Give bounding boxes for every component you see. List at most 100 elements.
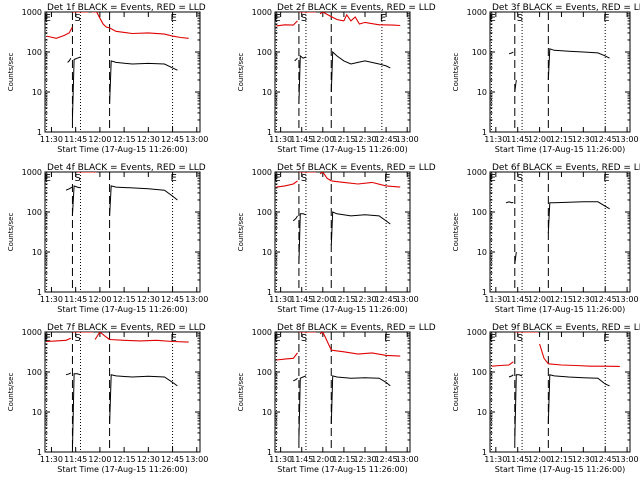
y-tick-label: 1 — [482, 448, 487, 457]
red-lld-series — [109, 27, 189, 39]
black-events-series — [298, 375, 307, 441]
y-tick-label: 100 — [27, 208, 42, 217]
x-tick-label: 12:15 — [332, 455, 355, 464]
y-tick-label: 1 — [37, 288, 42, 297]
x-tick-label: 12:15 — [113, 135, 136, 144]
panel-title: Det 5f BLACK = Events, RED = LLD — [277, 163, 436, 173]
black-events-series — [330, 211, 391, 246]
x-tick-label: 12:30 — [353, 295, 376, 304]
red-lld-series — [276, 20, 298, 27]
x-tick-label: 12:30 — [572, 455, 595, 464]
x-tick-label: 12:30 — [137, 135, 160, 144]
marker-label-e: E — [274, 173, 280, 184]
x-tick-label: 12:15 — [550, 455, 573, 464]
marker-label-e: E — [384, 333, 390, 344]
black-events-series — [514, 79, 517, 93]
panel-title: Det 7f BLACK = Events, RED = LLD — [47, 323, 206, 333]
plot-frame — [44, 171, 201, 293]
x-axis-label: Start Time (17-Aug-15 11:26:00) — [57, 145, 188, 154]
x-tick-label: 12:15 — [550, 295, 573, 304]
plot-frame — [489, 331, 631, 453]
y-tick-label: 1 — [267, 128, 272, 137]
black-events-series — [71, 56, 81, 121]
y-tick-label: 10 — [32, 408, 42, 417]
marker-label-s: S — [74, 173, 80, 184]
plot-frame — [274, 11, 411, 133]
marker-label-e: E — [380, 13, 386, 24]
x-tick-label: 12:45 — [375, 135, 398, 144]
marker-label-e: E — [171, 13, 177, 24]
marker-label-e: E — [171, 333, 177, 344]
y-tick-label: 1000 — [22, 168, 42, 177]
x-tick-label: 11:30 — [269, 455, 292, 464]
x-tick-label: 12:00 — [88, 135, 111, 144]
y-tick-label: 10 — [32, 88, 42, 97]
x-axis-label: Start Time (17-Aug-15 11:26:00) — [57, 465, 188, 474]
panel-title: Det 9f BLACK = Events, RED = LLD — [492, 323, 640, 333]
marker-label-e: E — [45, 333, 51, 344]
x-tick-label: 11:30 — [40, 135, 63, 144]
x-tick-label: 12:45 — [594, 455, 617, 464]
y-tick-label: 1000 — [252, 8, 272, 17]
y-axis-label: Counts/sec — [237, 373, 245, 412]
y-tick-label: 100 — [472, 368, 487, 377]
x-tick-label: 11:45 — [506, 295, 529, 304]
panel-title: Det 8f BLACK = Events, RED = LLD — [277, 323, 436, 333]
x-tick-label: 13:00 — [185, 135, 208, 144]
x-tick-label: 13:00 — [616, 455, 639, 464]
y-tick-label: 10 — [477, 408, 487, 417]
x-tick-label: 13:00 — [185, 295, 208, 304]
marker-label-e: E — [45, 13, 51, 24]
x-axis-label: Start Time (17-Aug-15 11:26:00) — [277, 305, 408, 314]
red-lld-series — [46, 26, 73, 39]
y-axis-label: Counts/sec — [237, 53, 245, 92]
black-events-series — [547, 48, 610, 81]
y-tick-label: 10 — [262, 88, 272, 97]
x-tick-label: 11:30 — [484, 295, 507, 304]
red-lld-series — [548, 363, 620, 367]
y-tick-label: 10 — [262, 248, 272, 257]
x-tick-label: 12:00 — [528, 295, 551, 304]
marker-label-s: S — [517, 13, 523, 24]
series-group — [46, 332, 189, 452]
y-tick-label: 10 — [262, 408, 272, 417]
series-group — [276, 12, 401, 105]
series-group — [65, 172, 178, 216]
panel-5: Det 5f BLACK = Events, RED = LLD 1 10 100 10… — [237, 163, 436, 314]
y-tick-label: 1000 — [22, 8, 42, 17]
y-tick-label: 1000 — [252, 168, 272, 177]
red-lld-series — [91, 12, 110, 29]
y-tick-label: 1 — [267, 288, 272, 297]
y-tick-label: 1000 — [467, 328, 487, 337]
marker-label-e: E — [45, 173, 51, 184]
x-axis-label: Start Time (17-Aug-15 11:26:00) — [277, 145, 408, 154]
black-events-series — [67, 57, 72, 63]
red-lld-series — [491, 361, 514, 367]
marker-label-s: S — [517, 333, 523, 344]
marker-label-e: E — [489, 173, 495, 184]
y-tick-label: 100 — [257, 48, 272, 57]
y-tick-label: 100 — [27, 368, 42, 377]
x-tick-label: 13:00 — [185, 455, 208, 464]
y-tick-label: 1000 — [252, 328, 272, 337]
x-tick-label: 12:45 — [594, 135, 617, 144]
y-axis-label: Counts/sec — [7, 213, 15, 252]
black-events-series — [71, 185, 81, 216]
series-group — [505, 201, 610, 265]
red-lld-series — [539, 343, 549, 365]
black-events-series — [514, 374, 523, 441]
x-tick-label: 11:45 — [290, 135, 313, 144]
y-tick-label: 10 — [477, 88, 487, 97]
marker-label-e: E — [489, 333, 495, 344]
x-tick-label: 12:45 — [594, 295, 617, 304]
x-tick-label: 12:45 — [375, 455, 398, 464]
x-axis-label: Start Time (17-Aug-15 11:26:00) — [495, 145, 626, 154]
black-events-series — [508, 374, 514, 378]
y-tick-label: 1000 — [467, 8, 487, 17]
panel-2: Det 2f BLACK = Events, RED = LLD 1 10 100 10… — [237, 3, 436, 154]
plot-frame — [44, 331, 201, 453]
x-tick-label: 12:45 — [161, 455, 184, 464]
red-lld-series — [109, 338, 189, 343]
x-tick-label: 12:45 — [375, 295, 398, 304]
x-tick-label: 12:30 — [572, 135, 595, 144]
